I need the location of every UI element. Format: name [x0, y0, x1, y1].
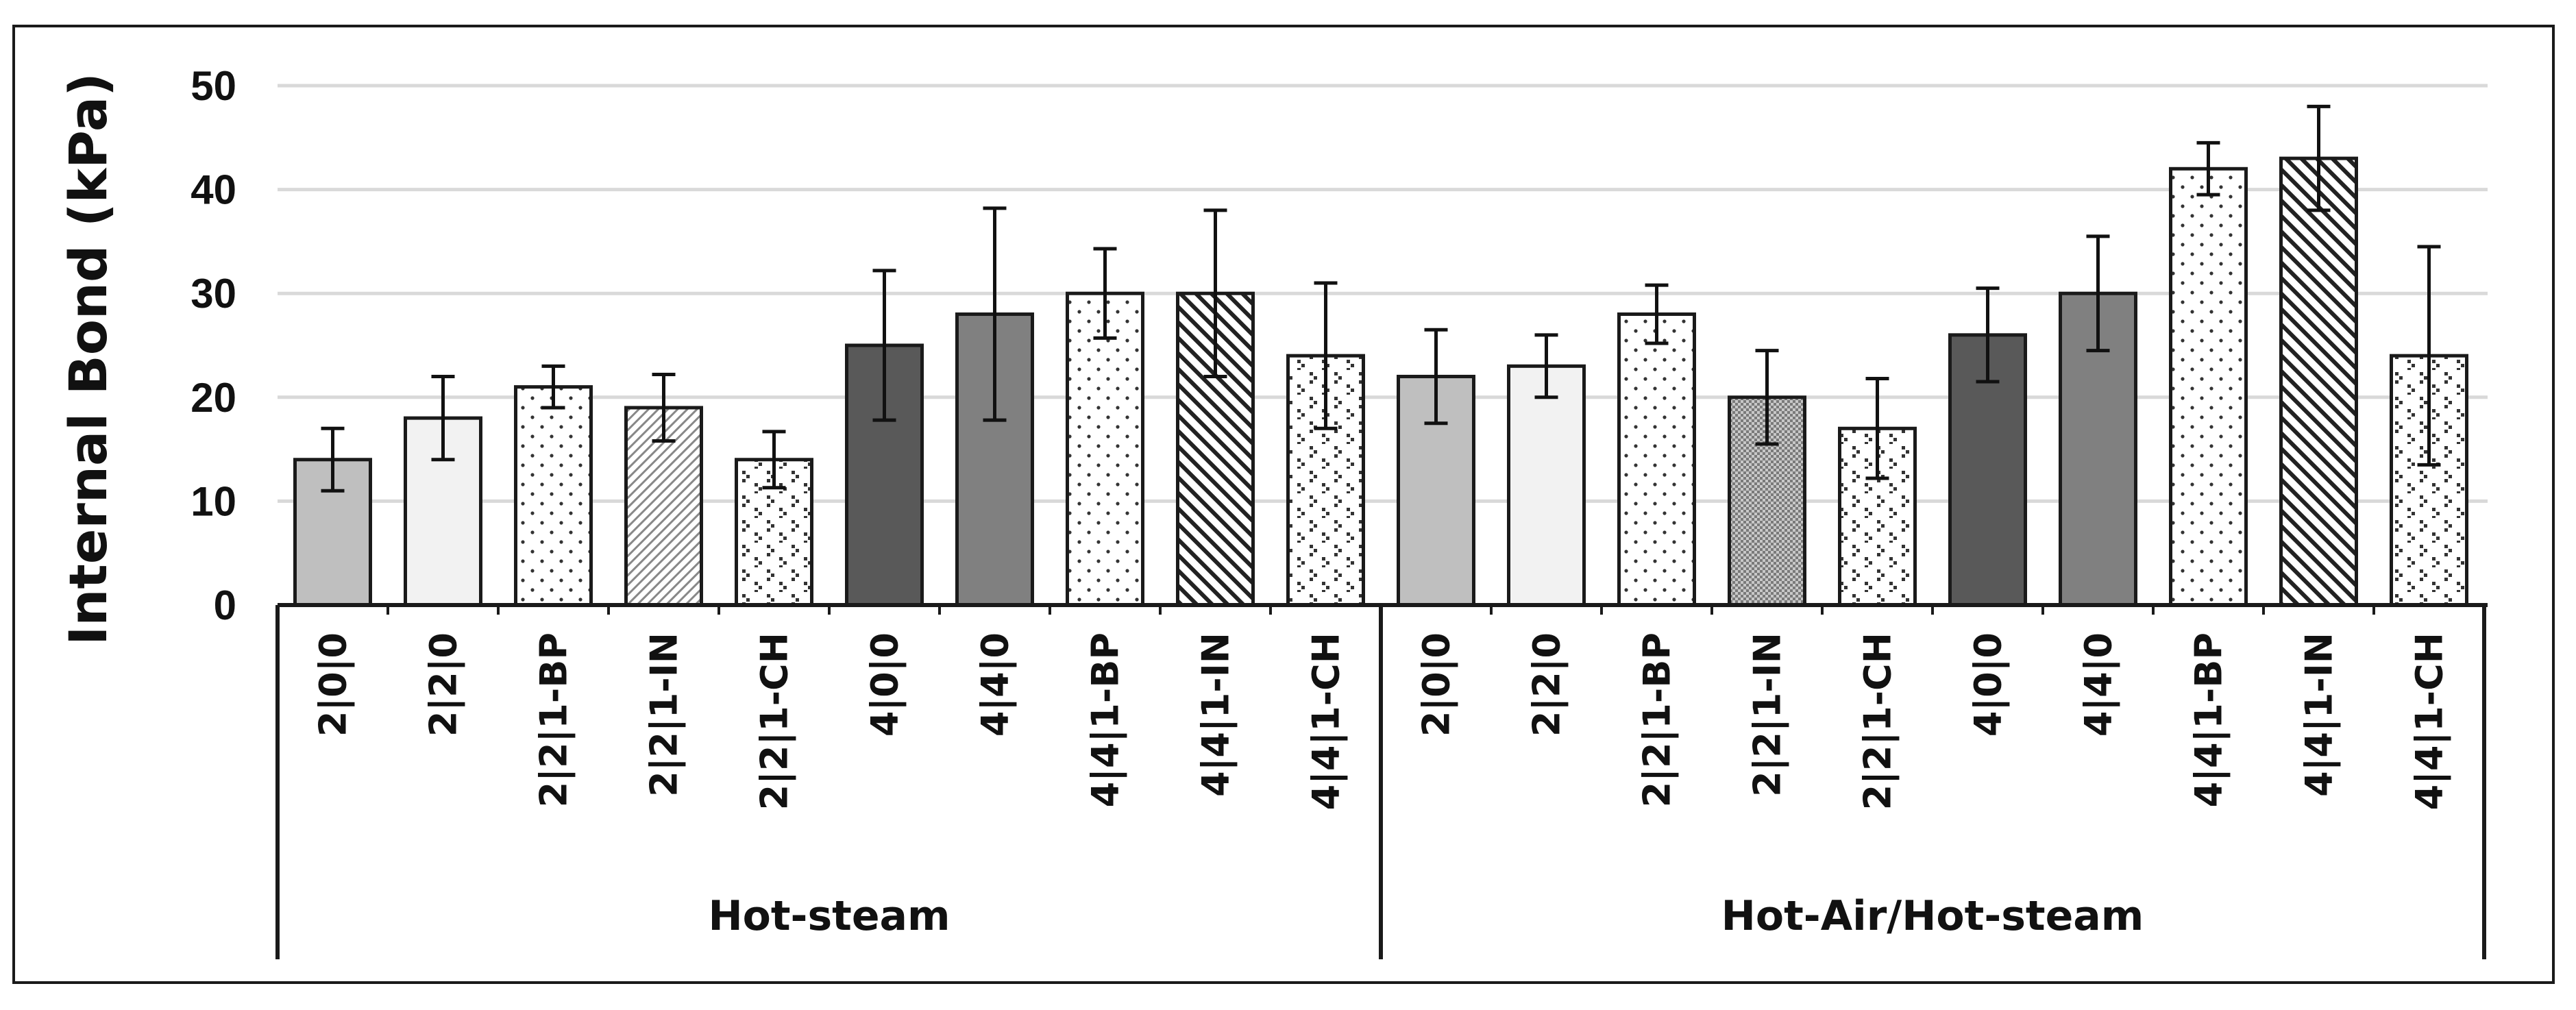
category-label: 2|2|0 [1525, 632, 1569, 737]
category-label: 4|0|0 [1967, 632, 2010, 737]
bar [2169, 167, 2248, 607]
bar [514, 385, 593, 607]
category-label: 4|4|1-CH [1305, 632, 1348, 810]
bar [1728, 395, 1806, 607]
category-label: 2|0|0 [312, 632, 355, 737]
y-tick-label: 20 [191, 375, 236, 421]
group-label: Hot-Air/Hot-steam [1721, 892, 2144, 940]
category-label: 2|0|0 [1415, 632, 1458, 737]
category-label: 4|4|0 [2077, 632, 2120, 737]
y-tick-label: 50 [191, 63, 236, 109]
category-label: 4|4|1-IN [1194, 632, 1238, 797]
y-tick-label: 0 [214, 582, 236, 628]
y-tick-label: 30 [191, 271, 236, 317]
category-label: 2|2|1-BP [532, 632, 576, 807]
category-label: 4|4|1-BP [2187, 632, 2231, 807]
bar [1617, 312, 1696, 607]
category-label: 2|2|1-IN [643, 632, 686, 797]
y-tick-label: 10 [191, 478, 236, 524]
category-label: 2|2|0 [422, 632, 465, 737]
bar [2279, 156, 2358, 607]
y-tick-label: 40 [191, 167, 236, 213]
y-axis-label: Internal Bond (kPa) [58, 73, 119, 645]
bar [1066, 291, 1144, 607]
group-label: Hot-steam [708, 892, 950, 940]
category-label: 4|4|0 [974, 632, 1017, 737]
category-label: 4|0|0 [863, 632, 907, 737]
category-label: 2|2|1-CH [1856, 632, 1900, 810]
category-label: 2|2|1-CH [753, 632, 796, 810]
category-label: 2|2|1-IN [1746, 632, 1789, 797]
category-label: 4|4|1-BP [1084, 632, 1127, 807]
category-label: 2|2|1-BP [1636, 632, 1679, 807]
category-label: 4|4|1-CH [2408, 632, 2451, 810]
bar [1507, 364, 1586, 607]
category-label: 4|4|1-IN [2298, 632, 2341, 797]
bar [955, 312, 1034, 607]
